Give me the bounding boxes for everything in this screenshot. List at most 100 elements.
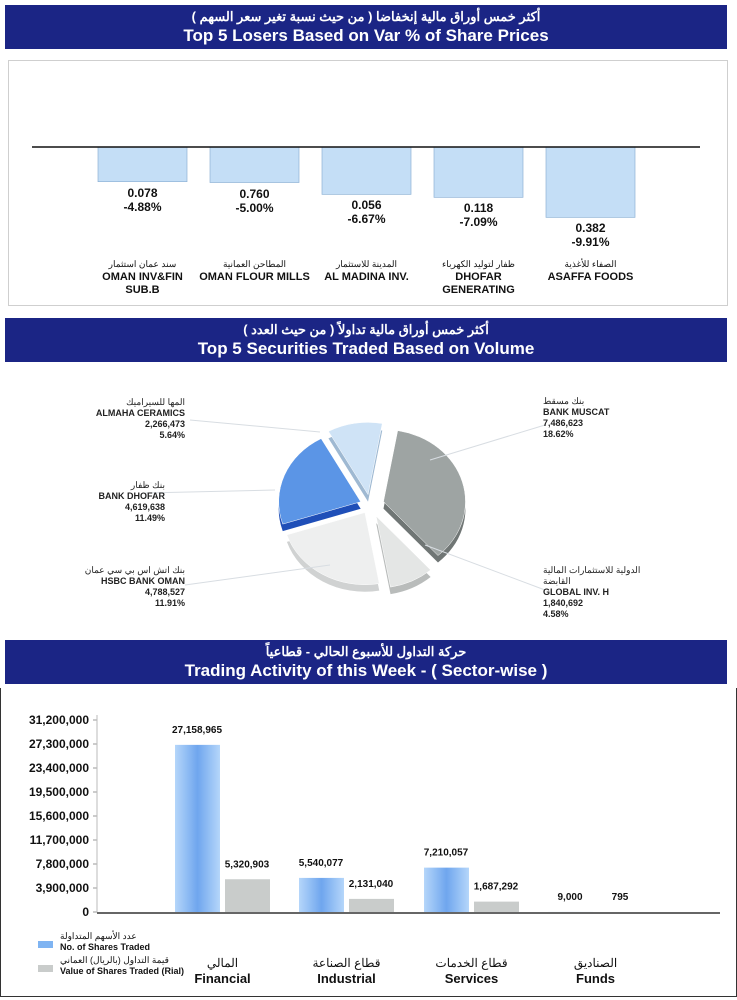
sector-category-en: Financial: [194, 971, 251, 986]
pie-label-pct-label: 18.62%: [543, 429, 574, 439]
loser-change: -7.09%: [459, 215, 498, 230]
legend-swatch: [38, 965, 53, 972]
loser-price: 0.056: [351, 198, 382, 213]
sector-bar-value-label: 2,131,040: [349, 879, 394, 890]
loser-value-label: 0.760 -5.00%: [210, 187, 299, 215]
volume-title-ar: أكثر خمس أوراق مالية تداولاً ( من حيث ال…: [243, 322, 489, 337]
sector-category-ar: قطاع الصناعة: [312, 956, 381, 970]
sector-bar-value-label: 7,210,057: [424, 848, 469, 859]
pie-leader-line: [189, 419, 321, 433]
sector-bar-value-label: 795: [612, 892, 629, 903]
pie-label: الدولية للاستثمارات المالية القابضة GLOBA…: [543, 565, 668, 620]
sector-category-label: قطاع الخدمات Services: [419, 955, 524, 987]
y-tick-label: 15,600,000: [29, 809, 89, 823]
loser-change: -6.67%: [347, 212, 386, 227]
sector-bar-value-label: 5,320,903: [225, 859, 270, 870]
loser-bar: [321, 146, 412, 195]
pie-label-name: HSBC BANK OMAN: [101, 576, 185, 586]
pie-slice: [278, 438, 362, 525]
loser-name: ASAFFA FOODS: [547, 271, 634, 283]
loser-value-label: 0.056 -6.67%: [322, 198, 411, 226]
loser-value-label: 0.382 -9.91%: [546, 221, 635, 249]
pie-label-name: ALMAHA CERAMICS: [95, 408, 185, 418]
pie-leader-line: [184, 564, 331, 586]
loser-change: -9.91%: [571, 235, 610, 250]
y-tick-label: 31,200,000: [29, 713, 89, 727]
loser-name: AL MADINA INV.: [324, 271, 409, 283]
losers-panel: [8, 60, 728, 306]
legend-label: Value of Shares Traded (Rial): [60, 966, 185, 976]
loser-category-label: المطاحن العمانية OMAN FLOUR MILLS: [198, 258, 311, 284]
loser-price: 0.118: [463, 201, 494, 216]
sector-bar-value-label: 5,540,077: [299, 858, 344, 869]
sector-header: حركة التداول للأسبوع الحالي - قطاعياً Tr…: [5, 640, 727, 684]
pie-label-name-ar: الدولية للاستثمارات المالية القابضة: [543, 565, 641, 586]
loser-name-ar: المدينة للاستثمار: [335, 259, 398, 269]
pie-label: المها للسيراميك ALMAHA CERAMICS 2,266,473 5…: [60, 397, 185, 441]
loser-bar: [97, 146, 188, 182]
sector-bar: [349, 898, 394, 912]
sector-bar: [225, 879, 270, 912]
sector-category-ar: المالي: [206, 956, 239, 970]
pie-slice: [286, 512, 380, 585]
pie-label-value-label: 2,266,473: [144, 419, 185, 429]
y-tick-label: 19,500,000: [29, 785, 89, 799]
loser-name: OMAN FLOUR MILLS: [199, 271, 310, 283]
pie-label-name: BANK MUSCAT: [543, 407, 610, 417]
pie-label-value-label: 1,840,692: [543, 598, 584, 608]
pie-label-value-label: 4,788,527: [144, 587, 185, 597]
pie-label-name-ar: المها للسيراميك: [126, 397, 185, 407]
losers-title-ar: أكثر خمس أوراق مالية إنخفاضا ( من حيث نس…: [191, 9, 541, 24]
losers-chart: [32, 146, 700, 218]
legend-label-ar: قيمة التداول (بالريال) العماني: [60, 955, 169, 965]
legend-item: عدد الأسهم المتداولة No. of Shares Traded: [60, 931, 150, 953]
sector-category-ar: قطاع الخدمات: [435, 956, 508, 970]
pie-label-pct-label: 11.91%: [154, 598, 185, 608]
sector-title-ar: حركة التداول للأسبوع الحالي - قطاعياً: [265, 644, 467, 659]
loser-value-label: 0.118 -7.09%: [434, 201, 523, 229]
sector-title-en: Trading Activity of this Week - ( Sector…: [184, 661, 548, 680]
legend-swatch: [38, 941, 53, 948]
loser-change: -4.88%: [123, 199, 162, 214]
volume-title-en: Top 5 Securities Traded Based on Volume: [197, 339, 535, 358]
pie-label-value-label: 7,486,623: [543, 418, 584, 428]
loser-name: OMAN INV&FIN SUB.B: [102, 271, 183, 296]
pie-label-name: GLOBAL INV. H: [543, 587, 610, 597]
losers-header: أكثر خمس أوراق مالية إنخفاضا ( من حيث نس…: [5, 5, 727, 49]
sector-category-label: الصناديق Funds: [543, 955, 648, 987]
losers-title-en: Top 5 Losers Based on Var % of Share Pri…: [183, 26, 549, 45]
loser-category-label: المدينة للاستثمار AL MADINA INV.: [310, 258, 423, 284]
pie-label-value-label: 4,619,638: [124, 502, 165, 512]
volume-header: أكثر خمس أوراق مالية تداولاً ( من حيث ال…: [5, 318, 727, 362]
volume-pie-chart: [144, 419, 546, 595]
sector-category-en: Industrial: [317, 971, 376, 986]
loser-name-ar: سند عمان استثمار: [108, 259, 177, 269]
sector-bar-value-label: 27,158,965: [172, 725, 222, 736]
loser-bar: [209, 146, 300, 183]
pie-slice: [383, 430, 466, 556]
pie-label-name-ar: بنك مسقط: [543, 396, 585, 406]
pie-label-pct-label: 4.58%: [543, 609, 569, 619]
sector-bar: [424, 867, 469, 912]
pie-label-name-ar: بنك اتش اس بي سي عمان: [84, 565, 185, 575]
loser-name-ar: المطاحن العمانية: [222, 259, 287, 269]
pie-slice: [328, 422, 383, 496]
sector-category-label: قطاع الصناعة Industrial: [294, 955, 399, 987]
loser-price: 0.760: [239, 186, 270, 201]
sector-category-en: Funds: [576, 971, 615, 986]
loser-category-label: الصفاء للأغذية ASAFFA FOODS: [534, 258, 647, 284]
pie-label: بنك مسقط BANK MUSCAT 7,486,623 18.62%: [543, 396, 668, 440]
loser-value-label: 0.078 -4.88%: [98, 186, 187, 214]
pie-leader-line: [144, 489, 276, 494]
sector-bar: [474, 901, 519, 912]
sector-category-label: المالي Financial: [170, 955, 275, 987]
pie-label: بنك اتش اس بي سي عمان HSBC BANK OMAN 4,788…: [60, 565, 185, 609]
sector-bar: [299, 877, 344, 912]
pie-label: بنك ظفار BANK DHOFAR 4,619,638 11.49%: [40, 480, 166, 524]
pie-label-pct-label: 11.49%: [134, 513, 165, 523]
pie-leader-line: [424, 544, 546, 591]
sector-bar: [175, 744, 220, 912]
sector-bar-value-label: 9,000: [557, 892, 582, 903]
